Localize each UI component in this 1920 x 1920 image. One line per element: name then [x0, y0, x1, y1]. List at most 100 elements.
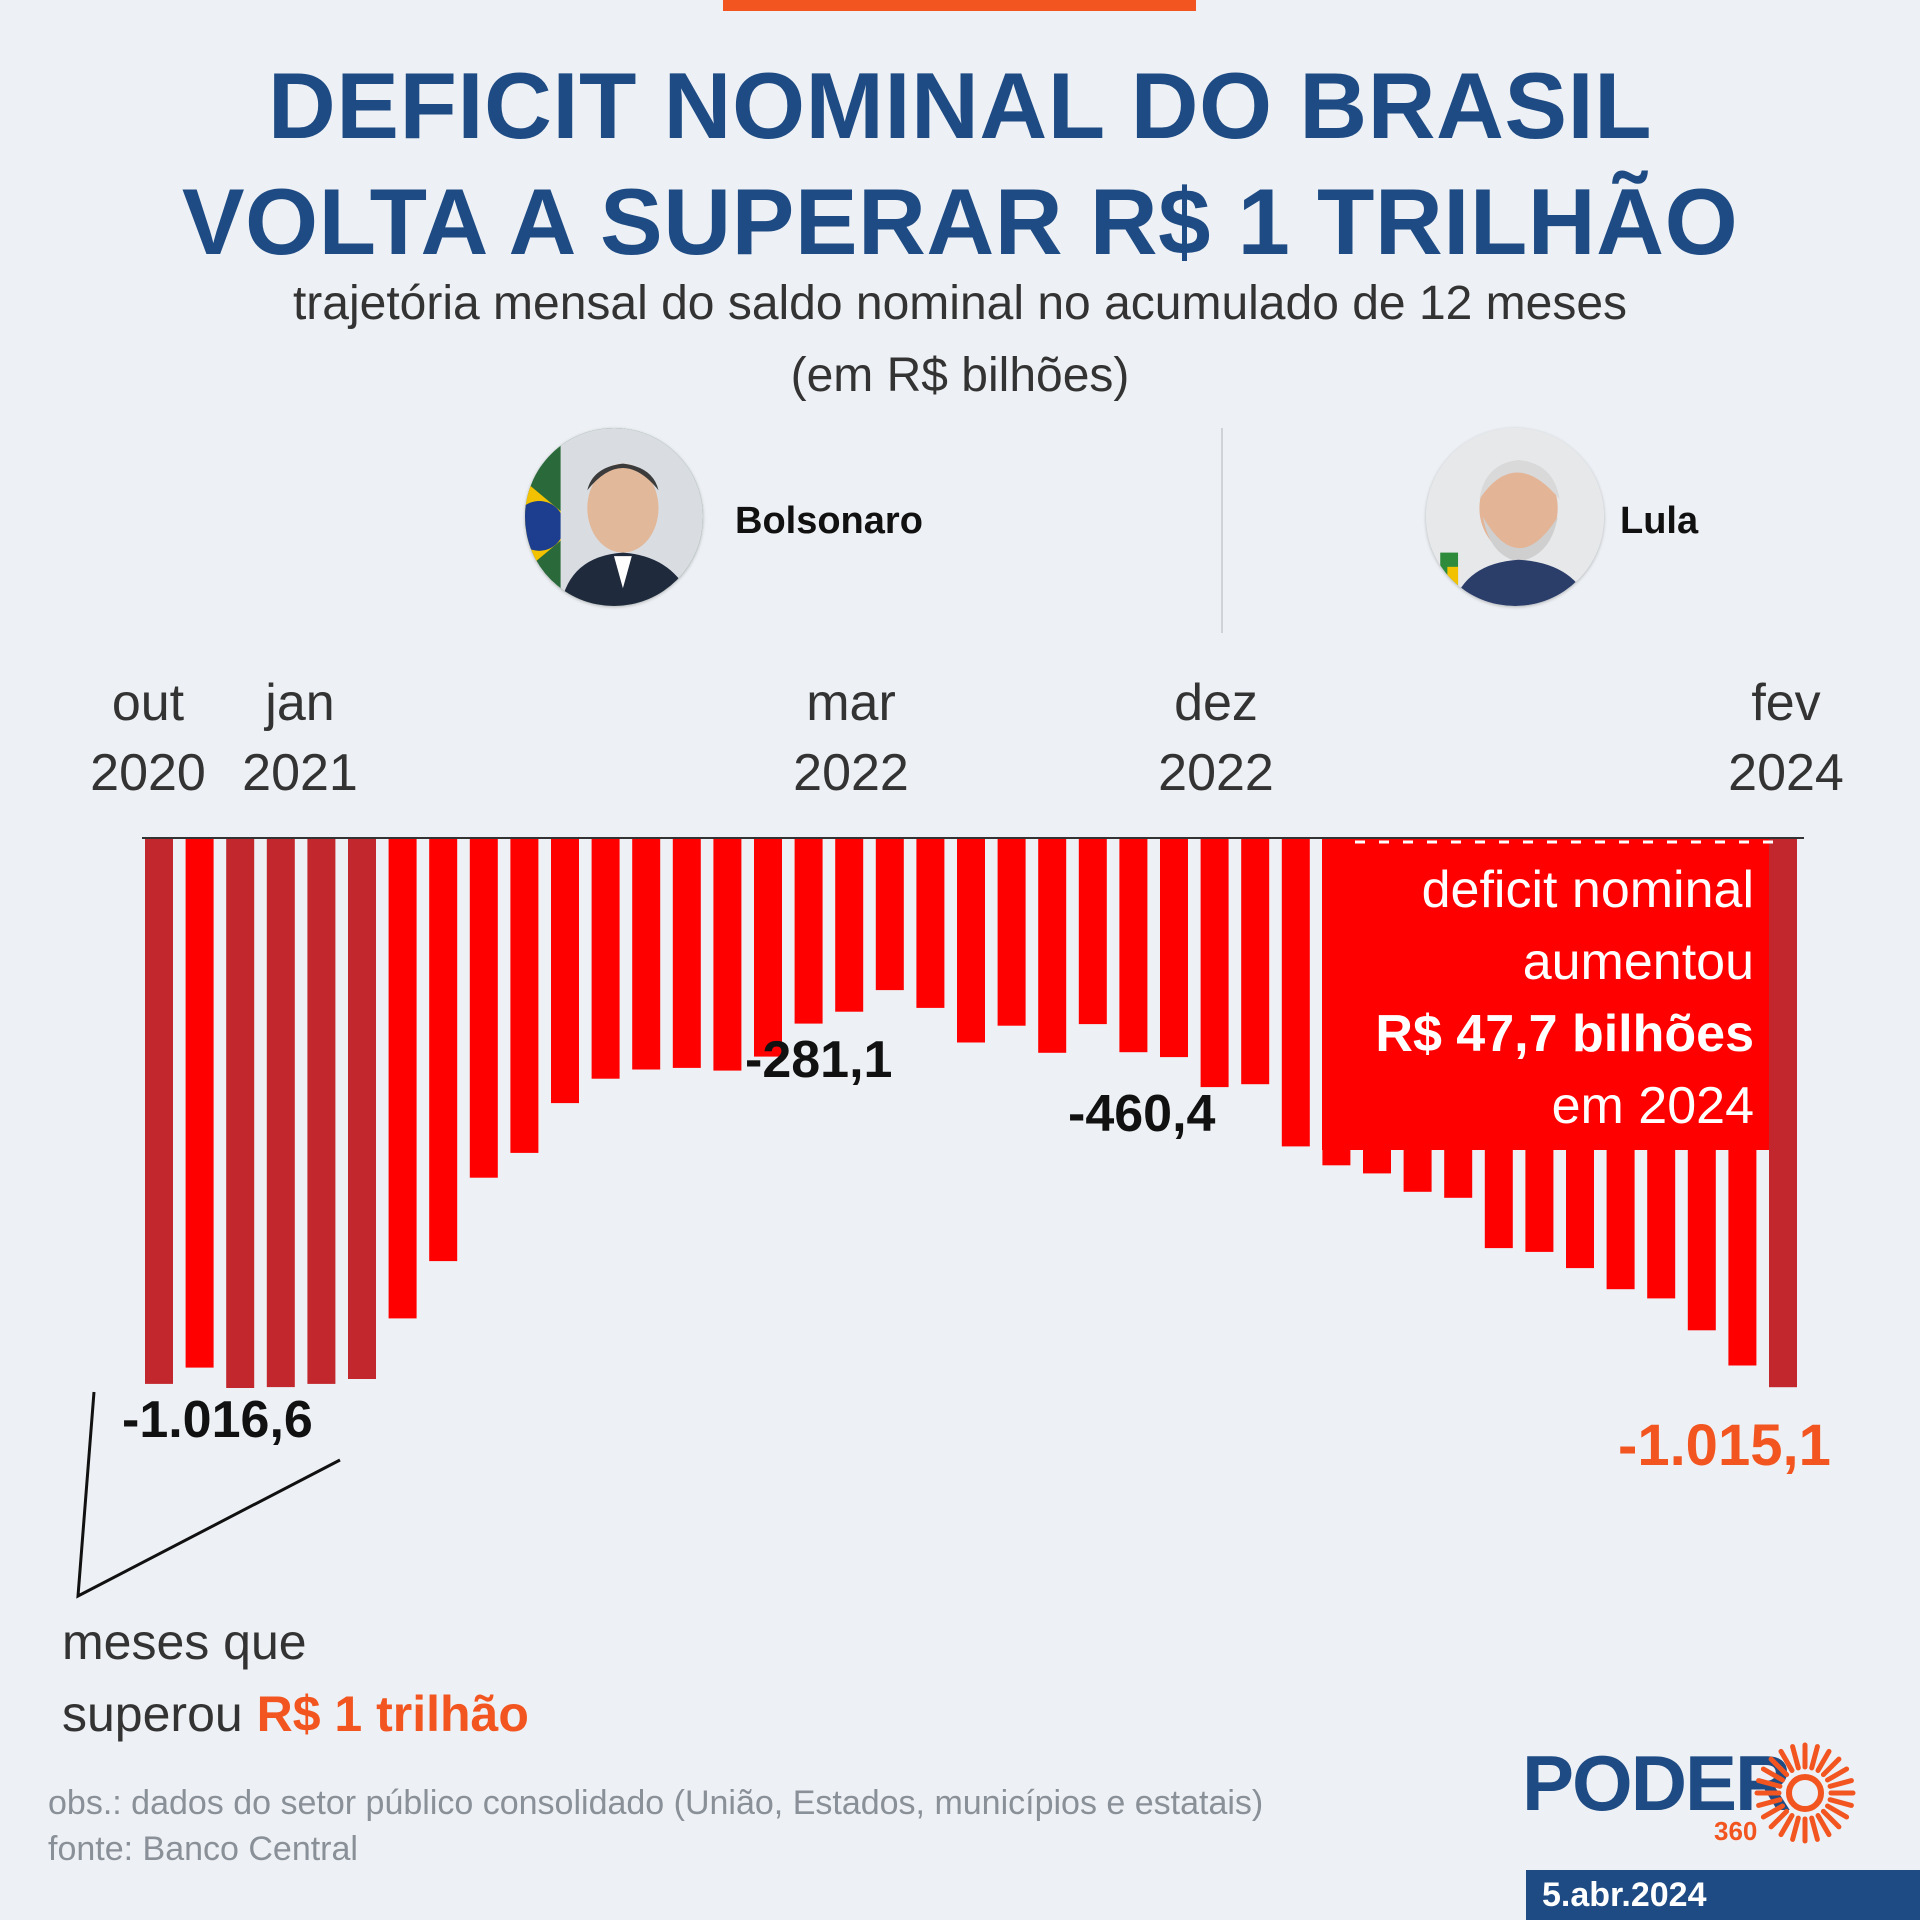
bar-jan-2024: [1728, 838, 1757, 1366]
bar-mar-2022: [835, 838, 864, 1012]
bar-set-2022: [1078, 838, 1107, 1025]
footer-obs: obs.: dados do setor público consolidado…: [48, 1784, 1264, 1822]
annotation-line-2: aumentou: [1522, 933, 1754, 991]
bar-dez-2023: [1687, 838, 1716, 1331]
sun-ray: [1760, 1766, 1785, 1783]
bar-jan-2022: [754, 838, 782, 1057]
title-line-1: DEFICIT NOMINAL DO BRASIL: [267, 53, 1653, 158]
bar-ago-2023: [1525, 838, 1554, 1252]
bar-set-2023: [1566, 838, 1594, 1269]
bar-jan-2021: [266, 838, 295, 1388]
bar-jan-2023: [1241, 838, 1270, 1085]
value-label-final: -1.015,1: [1618, 1413, 1831, 1478]
bar-mai-2023: [1403, 838, 1432, 1192]
sun-ray: [1778, 1748, 1795, 1773]
bar-out-2022: [1119, 838, 1148, 1053]
bar-abr-2021: [388, 838, 417, 1319]
bar-ago-2022: [1038, 838, 1067, 1053]
logo-wordmark: PODER: [1522, 1739, 1791, 1827]
sun-ray: [1827, 1797, 1854, 1808]
note-prefix: superou: [62, 1686, 257, 1742]
sun-burst-icon: [1754, 1742, 1856, 1844]
sun-ray: [1760, 1803, 1785, 1820]
title-line-2: VOLTA A SUPERAR R$ 1 TRILHÃO: [181, 169, 1739, 274]
bolsonaro-avatar: [525, 428, 703, 606]
bar-mai-2021: [429, 838, 458, 1262]
bar-mar-2021: [348, 838, 376, 1379]
government-divider: [1221, 428, 1223, 633]
xlabel-fev-2024: fev 2024: [1728, 674, 1844, 802]
xlabel-out-2020: out 2020: [90, 674, 206, 802]
xlabel-jan-2021: jan 2021: [242, 674, 358, 802]
sun-ray: [1815, 1813, 1832, 1838]
sun-ray: [1768, 1808, 1790, 1830]
value-label-max-start: -1.016,6: [122, 1391, 313, 1449]
annotation-line-3: R$ 47,7 bilhões: [1314, 998, 1754, 1070]
bar-ago-2021: [551, 838, 579, 1104]
sun-ray: [1825, 1803, 1850, 1820]
annotation-amount: R$ 47,7 bilhões: [1375, 1005, 1754, 1063]
sun-ray: [1809, 1815, 1820, 1842]
bar-mai-2022: [916, 838, 945, 1008]
value-label-mar-2022: -281,1: [745, 1031, 893, 1089]
bar-jun-2022: [957, 838, 985, 1043]
sun-ray: [1778, 1813, 1795, 1838]
sun-ray: [1820, 1808, 1842, 1830]
bar-jul-2021: [510, 838, 539, 1153]
bar-nov-2023: [1647, 838, 1676, 1299]
sun-ray: [1790, 1744, 1801, 1771]
bar-set-2021: [591, 838, 620, 1079]
page-title: DEFICIT NOMINAL DO BRASIL VOLTA A SUPERA…: [0, 48, 1920, 280]
bar-abr-2022: [875, 838, 904, 991]
logo-number: 360: [1714, 1816, 1758, 1846]
bar-out-2023: [1606, 838, 1635, 1290]
xlabel-mar-2022: mar 2022: [793, 674, 909, 802]
sun-ray: [1815, 1748, 1832, 1773]
bar-nov-2021: [672, 838, 701, 1068]
bar-jul-2023: [1484, 838, 1513, 1249]
note-line-1: meses que: [62, 1614, 307, 1670]
bar-fev-2021: [307, 838, 336, 1384]
over-trillion-note: meses que superou R$ 1 trilhão: [62, 1606, 529, 1750]
sun-ray: [1756, 1797, 1783, 1808]
bar-out-2021: [632, 838, 661, 1070]
bar-fev-2024: [1769, 838, 1797, 1388]
over-trillion-bracket: [76, 1391, 341, 1599]
sun-ray: [1756, 1778, 1783, 1789]
bar-fev-2023: [1281, 838, 1310, 1147]
bar-jun-2023: [1444, 838, 1473, 1198]
bar-out-2020: [145, 838, 173, 1384]
poder360-logo: PODER 360: [1522, 1738, 1882, 1848]
top-accent-bar: [723, 0, 1196, 11]
annotation-line-4: em 2024: [1551, 1077, 1754, 1135]
footer-notes: obs.: dados do setor público consolidado…: [48, 1780, 1263, 1872]
bar-dez-2021: [713, 838, 742, 1071]
footer-source: fonte: Banco Central: [48, 1830, 358, 1868]
sun-ray: [1809, 1744, 1820, 1771]
sun-ray: [1825, 1766, 1850, 1783]
lula-label: Lula: [1620, 500, 1699, 542]
subtitle-line-2: (em R$ bilhões): [790, 349, 1130, 402]
bar-abr-2023: [1363, 838, 1391, 1174]
sun-ray: [1790, 1815, 1801, 1842]
bar-jun-2021: [469, 838, 498, 1178]
sun-ray: [1827, 1778, 1854, 1789]
value-label-dez-2022: -460,4: [1068, 1085, 1216, 1143]
bar-mar-2023: [1322, 838, 1351, 1166]
publish-date: 5.abr.2024: [1526, 1870, 1920, 1920]
bar-jul-2022: [997, 838, 1026, 1026]
sun-ray: [1768, 1756, 1790, 1778]
note-line-2: superou R$ 1 trilhão: [62, 1678, 529, 1750]
increase-annotation: deficit nominal aumentou R$ 47,7 bilhões…: [1314, 854, 1754, 1142]
annotation-line-1: deficit nominal: [1421, 861, 1754, 919]
bar-dez-2022: [1200, 838, 1229, 1088]
bolsonaro-portrait-icon: [525, 428, 703, 606]
note-highlight: R$ 1 trilhão: [256, 1686, 529, 1742]
bar-nov-2020: [185, 838, 214, 1368]
bar-dez-2020: [226, 838, 255, 1388]
sun-ray: [1820, 1756, 1842, 1778]
bolsonaro-label: Bolsonaro: [735, 500, 923, 542]
xlabel-dez-2022: dez 2022: [1158, 674, 1274, 802]
subtitle-line-1: trajetória mensal do saldo nominal no ac…: [292, 277, 1628, 330]
